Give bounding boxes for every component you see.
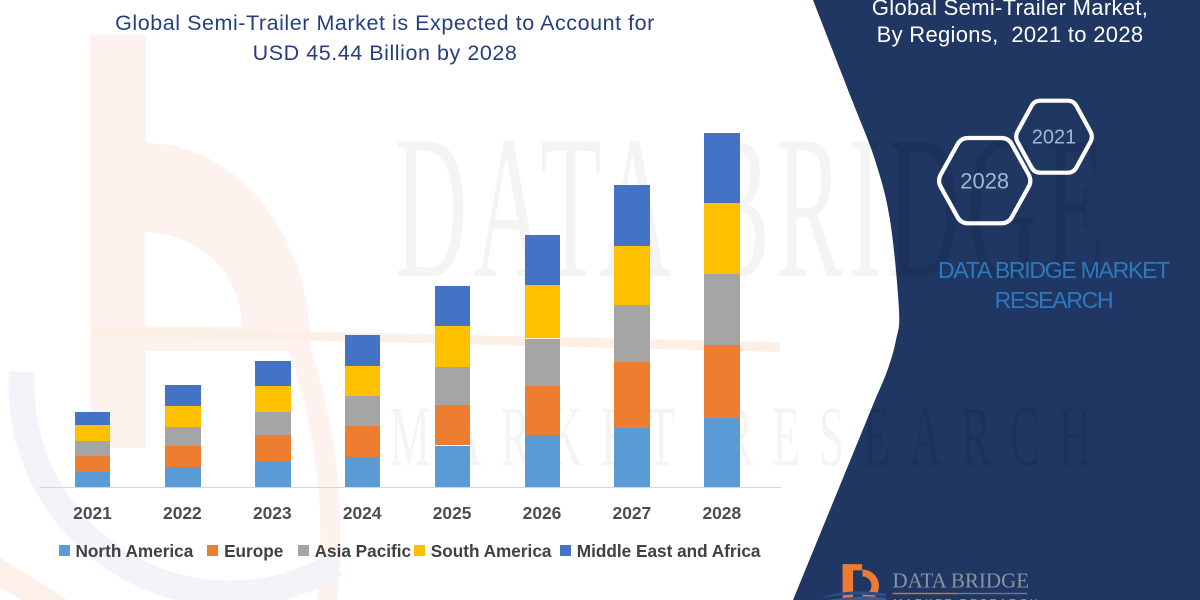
svg-text:MARKET RESEARCH: MARKET RESEARCH: [390, 389, 1110, 484]
svg-text:2021: 2021: [1032, 127, 1077, 149]
svg-text:DATA BRIDGE: DATA BRIDGE: [893, 569, 1030, 593]
svg-text:2028: 2028: [960, 169, 1009, 194]
svg-text:MARKET RESEARCH: MARKET RESEARCH: [894, 597, 1041, 600]
